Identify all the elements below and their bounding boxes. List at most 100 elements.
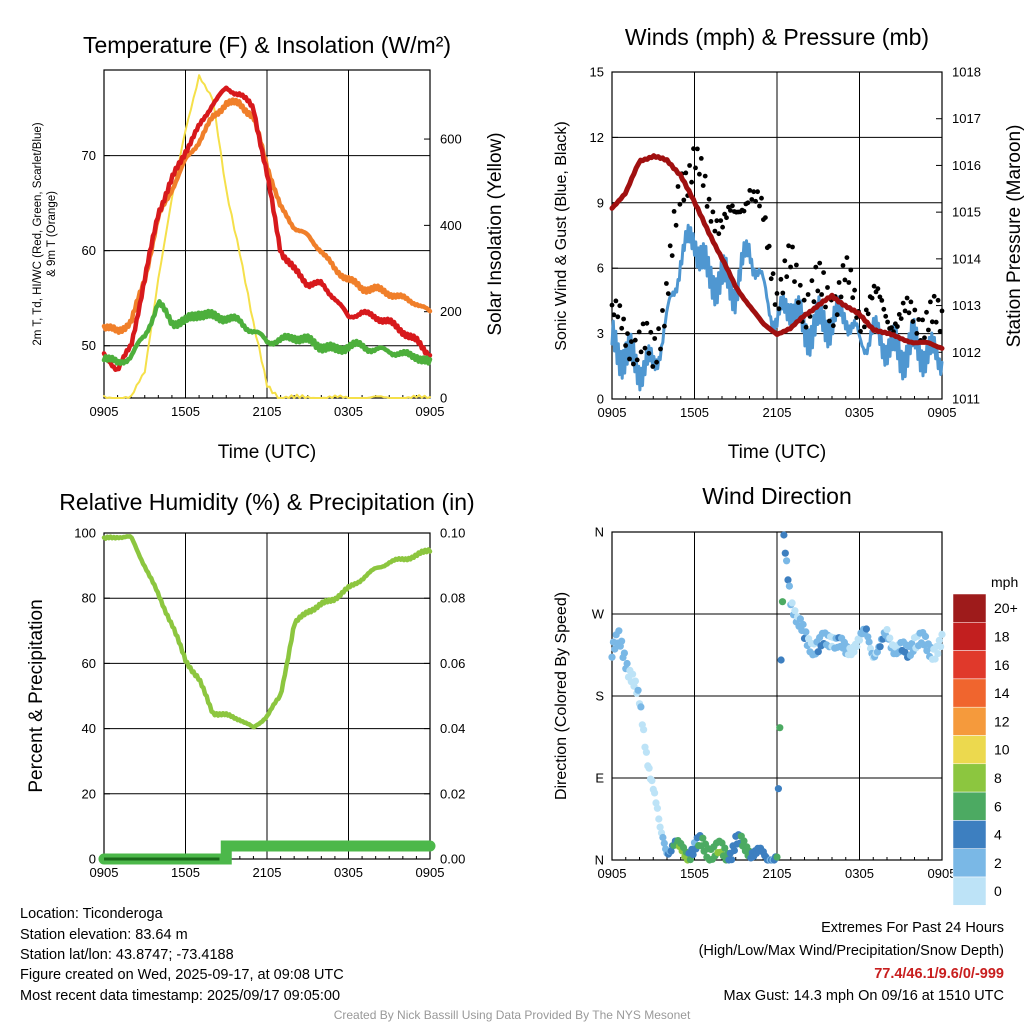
direction-point <box>648 777 656 785</box>
gust-point <box>912 307 918 313</box>
gust-point <box>823 304 828 310</box>
gust-point <box>613 298 619 304</box>
gust-point <box>786 243 791 249</box>
wind-y-right-tick-label: 1015 <box>952 205 981 220</box>
gust-point <box>724 215 729 221</box>
dir-y-left-tick-label: S <box>595 689 604 704</box>
gust-point <box>702 173 708 179</box>
dir-grid <box>612 531 942 861</box>
gust-point <box>706 196 712 202</box>
gust-point <box>623 343 628 348</box>
gust-point <box>619 325 625 331</box>
direction-point <box>652 799 660 807</box>
gust-point <box>611 312 617 318</box>
gust-point <box>681 197 687 203</box>
temp-ylabel-left-1: 2m T, Td, HI/WC (Red, Green, Scarlet/Blu… <box>32 122 44 345</box>
dir-x-tick-label: 0905 <box>928 866 957 881</box>
gust-point <box>656 326 661 332</box>
direction-point <box>728 856 736 864</box>
gust-point <box>898 316 904 321</box>
gust-point <box>640 321 646 327</box>
temp-y-right-tick-label: 400 <box>440 218 462 233</box>
gust-point <box>753 198 758 204</box>
gust-point <box>852 287 857 293</box>
direction-point <box>655 815 663 823</box>
rh-y-left-tick-label: 0 <box>89 852 96 867</box>
gust-point <box>667 243 673 249</box>
gust-point <box>636 329 642 335</box>
gust-point <box>745 200 751 206</box>
gust-point <box>695 146 700 152</box>
temp-y-right-tick-label: 0 <box>440 391 447 406</box>
wind-y-right-tick-label: 1017 <box>952 111 981 126</box>
direction-point <box>784 576 792 584</box>
gust-point <box>755 189 760 195</box>
gust-point <box>819 292 824 297</box>
gust-point <box>871 283 877 289</box>
gust-point <box>875 286 881 292</box>
direction-point <box>774 785 783 793</box>
gust-point <box>646 350 652 356</box>
dir-x-tick-label: 0905 <box>598 866 627 881</box>
colorbar-label: 16 <box>994 657 1010 673</box>
gust-point <box>675 184 681 189</box>
direction-point <box>645 764 653 772</box>
direction-point <box>631 677 640 685</box>
wind-y-left-tick-label: 3 <box>597 326 604 341</box>
wind-y-right-tick-label: 1012 <box>952 345 981 360</box>
gust-point <box>658 346 663 352</box>
gust-point <box>617 303 623 309</box>
colorbar-title: mph <box>991 574 1018 590</box>
direction-point <box>783 557 791 565</box>
gust-point <box>631 361 636 367</box>
rh-y-right-tick-label: 0.08 <box>440 591 465 606</box>
colorbar-swatch <box>952 791 987 821</box>
direction-point <box>623 659 631 668</box>
gust-point <box>662 323 667 329</box>
temp-y-left-tick-label: 50 <box>82 338 96 353</box>
dir-ylabel-left: Direction (Colored By Speed) <box>553 592 570 800</box>
direction-point <box>777 656 785 664</box>
gust-point <box>869 295 875 301</box>
gust-point <box>772 302 778 307</box>
temp-x-tick-label: 0905 <box>90 404 119 419</box>
temp-grid <box>104 70 430 398</box>
gust-point <box>842 277 848 283</box>
gust-point <box>885 319 890 325</box>
direction-point <box>667 847 675 855</box>
direction-point <box>608 653 616 661</box>
temp-2m-line <box>101 85 433 372</box>
temp-xlabel: Time (UTC) <box>218 442 317 463</box>
gust-point <box>924 309 929 315</box>
gust-point <box>889 325 894 330</box>
rh-x-tick-label: 0905 <box>90 865 119 880</box>
gust-point <box>865 311 871 317</box>
colorbar-label: 8 <box>994 770 1002 786</box>
gust-point <box>683 170 689 176</box>
wind-y-left-tick-label: 6 <box>597 261 604 276</box>
speed-colorbar: mph 20+ 18 16 14 12 10 8 6 4 2 0 <box>952 574 1018 906</box>
gust-point <box>811 299 817 305</box>
colorbar-swatch <box>952 876 987 906</box>
colorbar-label: 0 <box>994 883 1002 899</box>
colorbar-label: 20+ <box>994 600 1018 616</box>
sonic-wind-line <box>610 223 944 392</box>
gust-point <box>774 291 780 296</box>
gust-point <box>700 183 706 189</box>
gust-point <box>691 146 696 152</box>
direction-point <box>883 626 891 634</box>
dir-y-left-tick-label: W <box>592 607 605 622</box>
gust-point <box>716 231 722 237</box>
gust-point <box>763 215 768 221</box>
extremes-title: Extremes For Past 24 Hours <box>821 920 1004 936</box>
gust-point <box>931 293 937 299</box>
gust-point <box>908 299 914 305</box>
rh-y-right-tick-label: 0.06 <box>440 656 465 671</box>
colorbar-swatch <box>952 848 987 878</box>
gust-point <box>902 308 908 314</box>
recent-data-text: Most recent data timestamp: 2025/09/17 0… <box>20 988 341 1004</box>
rh-y-left-tick-label: 20 <box>82 786 96 801</box>
gust-point <box>805 292 811 297</box>
gust-point <box>801 297 807 303</box>
